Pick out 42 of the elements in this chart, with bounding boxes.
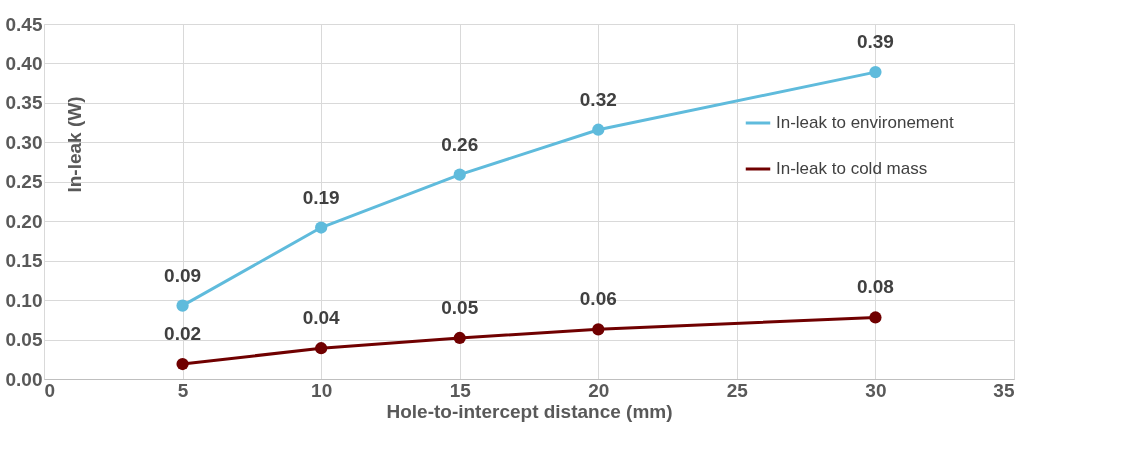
x-axis-title: Hole-to-intercept distance (mm) bbox=[386, 400, 673, 422]
point bbox=[453, 331, 466, 345]
x-tick-label: 35 bbox=[993, 379, 1015, 401]
point bbox=[315, 221, 328, 234]
y-tick-label: 0.20 bbox=[5, 210, 43, 232]
data-label: 0.04 bbox=[302, 307, 341, 329]
legend-label: In-leak to environement bbox=[776, 113, 954, 132]
y-tick-label: 0.45 bbox=[5, 13, 43, 35]
point bbox=[176, 357, 189, 371]
point bbox=[592, 323, 605, 336]
data-label: 0.08 bbox=[856, 276, 894, 298]
point bbox=[453, 168, 466, 181]
y-tick-label: 0.30 bbox=[5, 131, 43, 153]
data-label: 0.39 bbox=[856, 31, 894, 53]
y-tick-label: 0.25 bbox=[5, 171, 43, 193]
legend-label: In-leak to cold mass bbox=[776, 159, 928, 178]
data-label: 0.06 bbox=[579, 288, 617, 310]
x-tick-label: 25 bbox=[726, 379, 749, 401]
x-tick-label: 0 bbox=[44, 379, 56, 401]
point bbox=[315, 342, 328, 355]
data-label: 0.02 bbox=[164, 323, 202, 345]
point bbox=[869, 66, 882, 79]
y-tick-label: 0.15 bbox=[5, 250, 43, 272]
y-tick-label: 0.40 bbox=[5, 52, 43, 74]
data-label: 0.09 bbox=[164, 264, 202, 286]
point bbox=[869, 311, 882, 324]
data-label: 0.05 bbox=[441, 296, 479, 318]
x-tick-label: 5 bbox=[177, 379, 189, 401]
point bbox=[592, 123, 605, 136]
data-label: 0.26 bbox=[441, 133, 479, 155]
point bbox=[176, 299, 189, 312]
x-tick-label: 10 bbox=[311, 379, 333, 401]
y-tick-label: 0.35 bbox=[5, 92, 43, 114]
y-axis-title: In-leak (W) bbox=[63, 96, 85, 193]
data-label: 0.19 bbox=[302, 186, 340, 208]
data-label: 0.32 bbox=[579, 88, 617, 110]
y-tick-label: 0.00 bbox=[5, 368, 43, 390]
y-tick-label: 0.05 bbox=[5, 329, 43, 351]
x-tick-label: 20 bbox=[588, 379, 610, 401]
x-tick-label: 30 bbox=[865, 379, 887, 401]
x-tick-label: 15 bbox=[449, 379, 472, 401]
y-tick-label: 0.10 bbox=[5, 289, 43, 311]
